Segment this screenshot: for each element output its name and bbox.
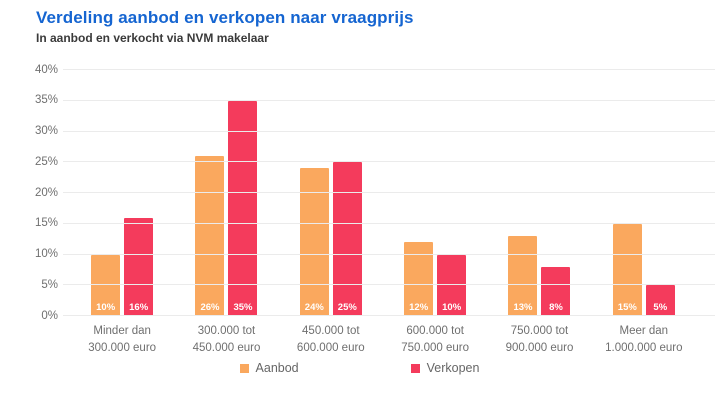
bar-verkopen: 5% (645, 285, 675, 316)
y-tick-label: 0% (41, 309, 58, 322)
x-category-label: 300.000 tot 450.000 euro (192, 325, 261, 354)
chart-subtitle: In aanbod en verkocht via NVM makelaar (36, 31, 269, 45)
legend-swatch-aanbod (239, 363, 249, 373)
gridline (63, 161, 715, 163)
bar-group: 12% 10% (383, 70, 487, 316)
x-axis: Minder dan 300.000 euro 300.000 tot 450.0… (70, 323, 696, 356)
bar-verkopen: 8% (541, 266, 571, 316)
bar-value-label: 25% (337, 302, 357, 313)
bar-group: 26% 35% (174, 70, 278, 316)
bar-verkopen: 10% (437, 254, 467, 316)
x-category-label: 750.000 tot 900.000 euro (505, 325, 574, 354)
legend-item-aanbod: Aanbod (239, 361, 299, 375)
bar-value-label: 10% (96, 302, 116, 313)
x-category-label: Minder dan 300.000 euro (88, 325, 157, 354)
bar-group: 15% 5% (592, 70, 696, 316)
bar-value-label: 24% (304, 302, 324, 313)
chart-title: Verdeling aanbod en verkopen naar vraagp… (36, 8, 414, 27)
legend: Aanbod Verkopen (0, 361, 719, 375)
gridline (63, 99, 715, 101)
bars-row: 10% 16% 26% 35% 24% 25% 12% 10% 13% 8% 15% 5% (70, 70, 696, 316)
bar-value-label: 12% (409, 302, 429, 313)
bar-aanbod: 24% (299, 168, 329, 316)
y-tick-label: 10% (34, 247, 58, 260)
y-tick-label: 5% (41, 278, 58, 291)
gridline (63, 315, 715, 316)
bar-group: 13% 8% (487, 70, 591, 316)
y-tick-label: 40% (34, 63, 58, 76)
bar-group: 10% 16% (70, 70, 174, 316)
y-tick-label: 20% (34, 186, 58, 199)
gridline (63, 222, 715, 224)
x-category-label: 450.000 tot 600.000 euro (296, 325, 365, 354)
bar-verkopen: 25% (332, 162, 362, 316)
y-axis: 0% 5% 10% 15% 20% 25% 30% 35% 40% (18, 64, 58, 321)
gridline (63, 130, 715, 132)
bar-group: 24% 25% (279, 70, 383, 316)
legend-item-verkopen: Verkopen (410, 361, 480, 375)
bar-value-label: 16% (129, 302, 149, 313)
bar-aanbod: 12% (404, 242, 434, 316)
bar-verkopen: 16% (124, 217, 154, 316)
bar-verkopen: 35% (228, 100, 258, 316)
y-tick-label: 30% (34, 124, 58, 137)
bar-value-label: 35% (233, 302, 253, 313)
bar-value-label: 5% (653, 302, 668, 313)
y-tick-label: 35% (34, 94, 58, 106)
plot-area: 10% 16% 26% 35% 24% 25% 12% 10% 13% 8% 15% 5% (63, 69, 715, 316)
bar-value-label: 8% (549, 302, 563, 313)
bar-value-label: 13% (513, 302, 533, 313)
bar-value-label: 10% (442, 302, 462, 313)
bar-value-label: 15% (617, 302, 637, 313)
y-tick-label: 25% (34, 155, 58, 168)
gridline (63, 192, 715, 193)
bar-aanbod: 10% (91, 254, 121, 316)
gridline (63, 284, 715, 286)
gridline (63, 253, 715, 255)
bar-aanbod: 26% (195, 156, 225, 316)
bar-aanbod: 13% (508, 236, 538, 316)
legend-label-verkopen: Verkopen (426, 361, 480, 375)
gridline (63, 69, 715, 70)
y-tick-label: 15% (34, 217, 58, 229)
legend-label-aanbod: Aanbod (255, 361, 299, 375)
x-category-label: 600.000 tot 750.000 euro (401, 325, 470, 354)
legend-swatch-verkopen (410, 363, 420, 373)
bar-aanbod: 15% (612, 223, 642, 316)
bar-value-label: 26% (200, 302, 220, 313)
x-category-label: Meer dan 1.000.000 euro (605, 325, 683, 354)
